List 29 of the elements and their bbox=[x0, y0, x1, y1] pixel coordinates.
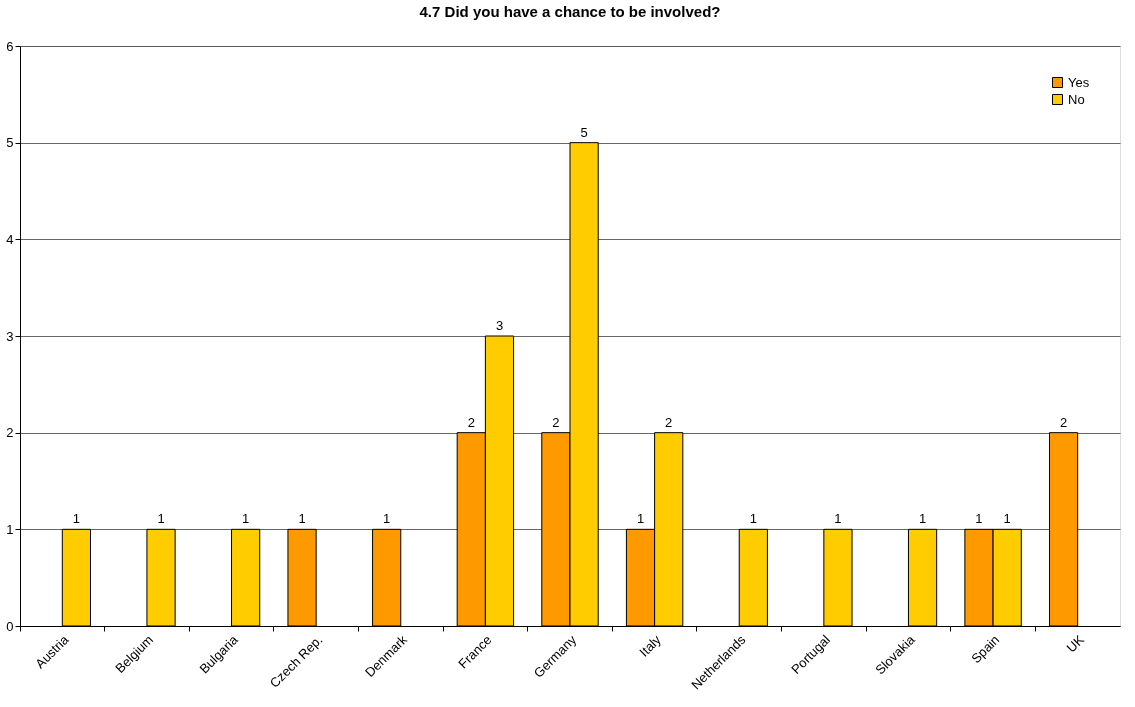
data-label: 1 bbox=[1003, 511, 1011, 527]
y-tick-label: 0 bbox=[6, 618, 14, 634]
data-label: 1 bbox=[975, 511, 983, 527]
y-tick-label: 4 bbox=[6, 231, 14, 247]
data-label: 1 bbox=[298, 511, 306, 527]
data-label: 1 bbox=[242, 511, 250, 527]
data-label: 1 bbox=[157, 511, 165, 527]
y-tick-label: 2 bbox=[6, 425, 14, 441]
data-label: 1 bbox=[834, 511, 842, 527]
y-tick-label: 5 bbox=[6, 135, 14, 151]
legend-label: Yes bbox=[1068, 74, 1090, 90]
data-label: 2 bbox=[665, 414, 673, 430]
data-label: 1 bbox=[749, 511, 757, 527]
x-tick-label: UK bbox=[1063, 631, 1088, 656]
data-label: 3 bbox=[495, 318, 504, 333]
data-label: 2 bbox=[467, 414, 475, 430]
data-label: 1 bbox=[72, 511, 81, 527]
legend-label: No bbox=[1068, 91, 1085, 107]
y-tick-label: 6 bbox=[6, 38, 14, 54]
data-label: 2 bbox=[552, 414, 560, 430]
data-label: 2 bbox=[1059, 414, 1068, 430]
data-label: 1 bbox=[636, 511, 645, 527]
data-label: 1 bbox=[918, 511, 927, 527]
chart-title: 4.7 Did you have a chance to be involved? bbox=[419, 3, 721, 20]
data-label: 1 bbox=[383, 511, 391, 527]
y-tick-label: 1 bbox=[6, 521, 14, 537]
data-label: 5 bbox=[580, 124, 588, 140]
x-tick-label: Italy bbox=[636, 631, 665, 660]
y-tick-label: 3 bbox=[6, 328, 14, 344]
